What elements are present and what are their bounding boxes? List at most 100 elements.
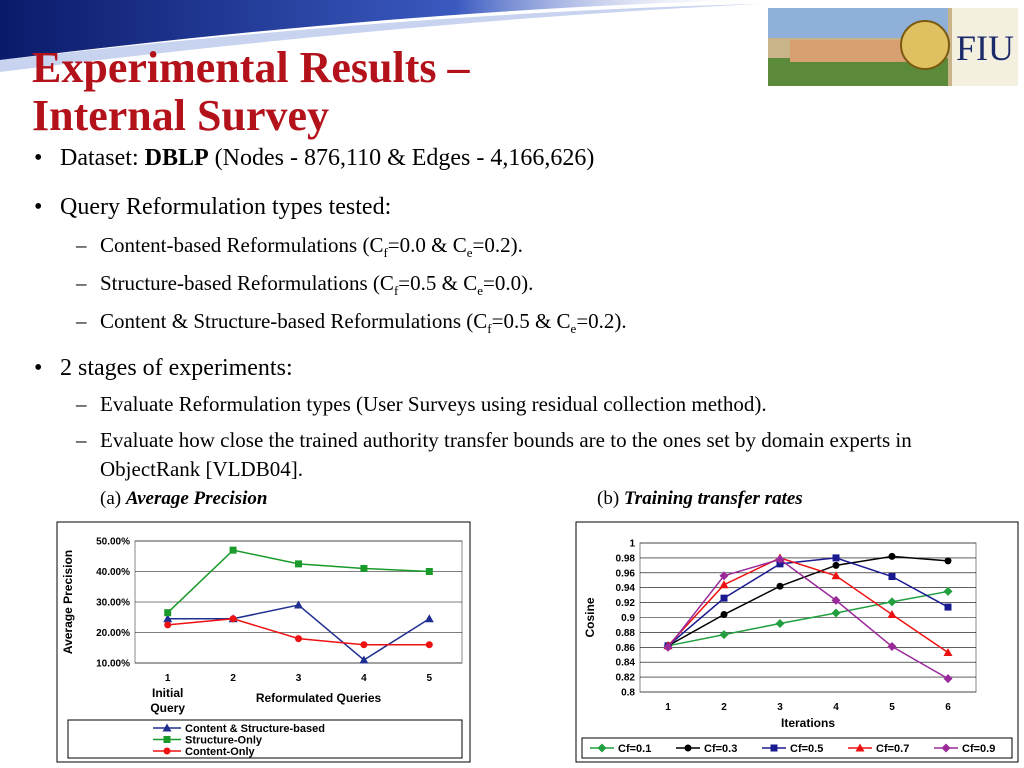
x-annotation: Initial (152, 686, 183, 700)
sub-bullet: – Evaluate how close the trained authorit… (76, 428, 912, 481)
y-tick-label: 0.9 (621, 613, 635, 624)
marker (163, 736, 171, 743)
y-tick-label: 1 (629, 539, 635, 550)
y-tick-label: 50.00% (96, 537, 130, 548)
marker (719, 630, 729, 640)
text: e (570, 321, 577, 337)
marker (831, 571, 841, 580)
caption: (a) Average Precision (100, 488, 267, 510)
marker (943, 648, 953, 657)
marker (720, 611, 728, 619)
y-tick-label: 40.00% (96, 567, 130, 578)
marker (888, 573, 896, 581)
sub-bullet: – Evaluate Reformulation types (User Surv… (76, 392, 767, 416)
y-tick-label: 30.00% (96, 598, 130, 609)
text: (a) (100, 488, 126, 509)
marker (294, 600, 303, 609)
logo: FIU (768, 8, 1018, 86)
marker (719, 580, 729, 589)
legend-box (581, 737, 1013, 759)
text: =0.0 & C (387, 233, 467, 257)
marker (229, 615, 237, 623)
legend-box (67, 719, 463, 759)
text: f (393, 283, 399, 299)
text: Dataset: (60, 145, 145, 171)
marker (720, 594, 728, 602)
y-tick-label: 0.84 (616, 658, 636, 669)
marker (360, 641, 368, 649)
marker (832, 554, 840, 562)
y-axis-title: Cosine (583, 597, 597, 637)
text: e (466, 245, 473, 261)
bullet: • Query Reformulation types tested: (34, 194, 392, 220)
text: Structure-based Reformulations (C (100, 271, 394, 295)
marker (775, 554, 785, 564)
y-tick-label: 20.00% (96, 628, 130, 639)
series-line (667, 557, 949, 654)
x-tick-label: 3 (777, 702, 783, 713)
y-tick-label: 0.82 (616, 673, 636, 684)
x-axis-title: Iterations (781, 716, 835, 730)
sub-bullet: – Content & Structure-based Reformulation… (76, 309, 627, 337)
sub-bullet: – Content-based Reformulations (Cf=0.0 & … (76, 233, 523, 261)
marker (888, 552, 896, 560)
text: Evaluate Reformulation types (User Surve… (100, 392, 767, 416)
text: Content-based Reformulations (C (100, 233, 384, 257)
marker (887, 642, 897, 652)
marker (775, 618, 785, 628)
x-tick-label: 2 (230, 673, 236, 684)
legend-label: Content & Structure-based (185, 723, 325, 735)
bullet: • 2 stages of experiments: (34, 355, 293, 381)
y-tick-label: 0.88 (616, 628, 636, 639)
text: Evaluate how close the trained authority… (100, 428, 912, 481)
marker (425, 641, 433, 649)
x-axis-title: Reformulated Queries (256, 691, 382, 705)
y-tick-label: 0.8 (621, 688, 635, 699)
marker (944, 603, 952, 611)
x-tick-label: 3 (296, 673, 302, 684)
marker (941, 743, 951, 753)
x-annotation: Query (150, 701, 185, 715)
y-tick-label: 0.94 (616, 583, 636, 594)
x-tick-label: 4 (833, 702, 839, 713)
marker (163, 614, 173, 623)
marker (719, 571, 729, 581)
marker (684, 744, 692, 752)
marker (359, 655, 369, 664)
x-tick-label: 2 (721, 702, 727, 713)
title-line: Internal Survey (32, 91, 329, 140)
x-tick-label: 1 (165, 673, 171, 684)
caption: (b) Training transfer rates (597, 488, 803, 510)
marker (663, 642, 673, 652)
text: Query Reformulation types tested: (60, 194, 392, 220)
marker (855, 743, 865, 752)
y-axis-title: Average Precision (61, 550, 75, 654)
marker (597, 743, 607, 753)
marker (164, 621, 172, 629)
legend-label: Cf=0.7 (876, 743, 909, 755)
marker (831, 595, 841, 605)
text: =0.5 & C (491, 309, 571, 333)
marker (162, 723, 172, 732)
y-tick-label: 0.98 (616, 553, 636, 564)
y-tick-label: 0.92 (616, 598, 636, 609)
marker (295, 560, 302, 568)
marker (770, 744, 778, 752)
legend-label: Cf=0.1 (618, 743, 651, 755)
text: =0.5 & C (398, 271, 478, 295)
marker (887, 610, 897, 619)
bullet: • Dataset: DBLP (Nodes - 876,110 & Edges … (34, 145, 595, 171)
marker (943, 674, 953, 684)
text: Training transfer rates (623, 488, 803, 509)
y-tick-label: 10.00% (96, 659, 130, 670)
marker (425, 568, 433, 575)
y-tick-label: 0.96 (616, 568, 636, 579)
text: =0.0). (483, 271, 534, 295)
legend-label: Cf=0.9 (962, 743, 995, 755)
x-tick-label: 5 (427, 673, 433, 684)
text: f (383, 245, 388, 261)
header-swoosh (0, 0, 760, 60)
series-line (667, 555, 949, 647)
